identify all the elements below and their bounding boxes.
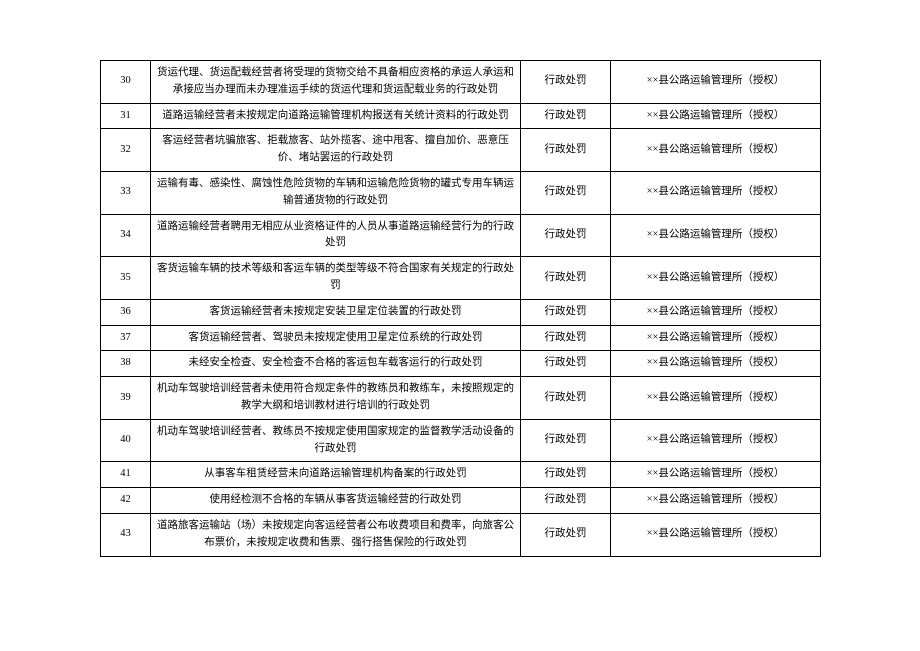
row-description: 道路运输经营者聘用无相应从业资格证件的人员从事道路运输经营行为的行政处罚 (151, 214, 521, 257)
row-number: 33 (101, 171, 151, 214)
table-row: 32客运经营者坑骗旅客、拒载旅客、站外揽客、途中甩客、擅自加价、恶意压价、堵站罢… (101, 129, 821, 172)
row-description: 道路旅客运输站（场）未按规定向客运经营者公布收费项目和费率，向旅客公布票价，未按… (151, 513, 521, 556)
row-authority: ××县公路运输管理所（授权） (611, 488, 821, 514)
row-number: 31 (101, 103, 151, 129)
row-authority: ××县公路运输管理所（授权） (611, 214, 821, 257)
table-row: 43道路旅客运输站（场）未按规定向客运经营者公布收费项目和费率，向旅客公布票价，… (101, 513, 821, 556)
row-number: 43 (101, 513, 151, 556)
table-row: 36客货运输经营者未按规定安装卫星定位装置的行政处罚行政处罚××县公路运输管理所… (101, 299, 821, 325)
row-number: 40 (101, 419, 151, 462)
table-row: 30货运代理、货运配载经营者将受理的货物交给不具备相应资格的承运人承运和承接应当… (101, 61, 821, 104)
row-description: 机动车驾驶培训经营者、教练员不按规定使用国家规定的监督教学活动设备的行政处罚 (151, 419, 521, 462)
row-type: 行政处罚 (521, 214, 611, 257)
row-description: 使用经检测不合格的车辆从事客货运输经营的行政处罚 (151, 488, 521, 514)
document-page: 30货运代理、货运配载经营者将受理的货物交给不具备相应资格的承运人承运和承接应当… (100, 60, 820, 557)
row-description: 客运经营者坑骗旅客、拒载旅客、站外揽客、途中甩客、擅自加价、恶意压价、堵站罢运的… (151, 129, 521, 172)
row-number: 30 (101, 61, 151, 104)
row-authority: ××县公路运输管理所（授权） (611, 419, 821, 462)
row-authority: ××县公路运输管理所（授权） (611, 61, 821, 104)
row-authority: ××县公路运输管理所（授权） (611, 325, 821, 351)
row-type: 行政处罚 (521, 299, 611, 325)
row-description: 货运代理、货运配载经营者将受理的货物交给不具备相应资格的承运人承运和承接应当办理… (151, 61, 521, 104)
row-description: 道路运输经营者未按规定向道路运输管理机构报送有关统计资料的行政处罚 (151, 103, 521, 129)
row-authority: ××县公路运输管理所（授权） (611, 462, 821, 488)
row-type: 行政处罚 (521, 377, 611, 420)
row-description: 从事客车租赁经营未向道路运输管理机构备案的行政处罚 (151, 462, 521, 488)
row-authority: ××县公路运输管理所（授权） (611, 171, 821, 214)
row-type: 行政处罚 (521, 61, 611, 104)
row-authority: ××县公路运输管理所（授权） (611, 103, 821, 129)
row-type: 行政处罚 (521, 488, 611, 514)
table-row: 33运输有毒、感染性、腐蚀性危险货物的车辆和运输危险货物的罐式专用车辆运输普通货… (101, 171, 821, 214)
row-number: 34 (101, 214, 151, 257)
row-number: 42 (101, 488, 151, 514)
row-authority: ××县公路运输管理所（授权） (611, 351, 821, 377)
table-row: 40机动车驾驶培训经营者、教练员不按规定使用国家规定的监督教学活动设备的行政处罚… (101, 419, 821, 462)
table-row: 35客货运输车辆的技术等级和客运车辆的类型等级不符合国家有关规定的行政处罚行政处… (101, 257, 821, 300)
row-description: 机动车驾驶培训经营者未使用符合规定条件的教练员和教练车，未按照规定的教学大纲和培… (151, 377, 521, 420)
row-authority: ××县公路运输管理所（授权） (611, 129, 821, 172)
row-authority: ××县公路运输管理所（授权） (611, 299, 821, 325)
row-type: 行政处罚 (521, 351, 611, 377)
table-row: 41从事客车租赁经营未向道路运输管理机构备案的行政处罚行政处罚××县公路运输管理… (101, 462, 821, 488)
row-type: 行政处罚 (521, 325, 611, 351)
table-row: 39机动车驾驶培训经营者未使用符合规定条件的教练员和教练车，未按照规定的教学大纲… (101, 377, 821, 420)
row-description: 客货运输经营者、驾驶员未按规定使用卫星定位系统的行政处罚 (151, 325, 521, 351)
row-type: 行政处罚 (521, 129, 611, 172)
row-description: 运输有毒、感染性、腐蚀性危险货物的车辆和运输危险货物的罐式专用车辆运输普通货物的… (151, 171, 521, 214)
penalty-table: 30货运代理、货运配载经营者将受理的货物交给不具备相应资格的承运人承运和承接应当… (100, 60, 821, 557)
row-number: 39 (101, 377, 151, 420)
row-number: 37 (101, 325, 151, 351)
row-authority: ××县公路运输管理所（授权） (611, 513, 821, 556)
row-number: 38 (101, 351, 151, 377)
row-description: 客货运输经营者未按规定安装卫星定位装置的行政处罚 (151, 299, 521, 325)
row-number: 41 (101, 462, 151, 488)
table-row: 37客货运输经营者、驾驶员未按规定使用卫星定位系统的行政处罚行政处罚××县公路运… (101, 325, 821, 351)
row-description: 客货运输车辆的技术等级和客运车辆的类型等级不符合国家有关规定的行政处罚 (151, 257, 521, 300)
row-type: 行政处罚 (521, 419, 611, 462)
row-type: 行政处罚 (521, 513, 611, 556)
row-authority: ××县公路运输管理所（授权） (611, 377, 821, 420)
table-row: 42使用经检测不合格的车辆从事客货运输经营的行政处罚行政处罚××县公路运输管理所… (101, 488, 821, 514)
row-number: 36 (101, 299, 151, 325)
table-row: 34道路运输经营者聘用无相应从业资格证件的人员从事道路运输经营行为的行政处罚行政… (101, 214, 821, 257)
row-type: 行政处罚 (521, 103, 611, 129)
row-number: 35 (101, 257, 151, 300)
row-authority: ××县公路运输管理所（授权） (611, 257, 821, 300)
table-row: 38未经安全检查、安全检查不合格的客运包车载客运行的行政处罚行政处罚××县公路运… (101, 351, 821, 377)
table-body: 30货运代理、货运配载经营者将受理的货物交给不具备相应资格的承运人承运和承接应当… (101, 61, 821, 557)
row-type: 行政处罚 (521, 257, 611, 300)
row-type: 行政处罚 (521, 462, 611, 488)
row-type: 行政处罚 (521, 171, 611, 214)
row-description: 未经安全检查、安全检查不合格的客运包车载客运行的行政处罚 (151, 351, 521, 377)
table-row: 31道路运输经营者未按规定向道路运输管理机构报送有关统计资料的行政处罚行政处罚×… (101, 103, 821, 129)
row-number: 32 (101, 129, 151, 172)
